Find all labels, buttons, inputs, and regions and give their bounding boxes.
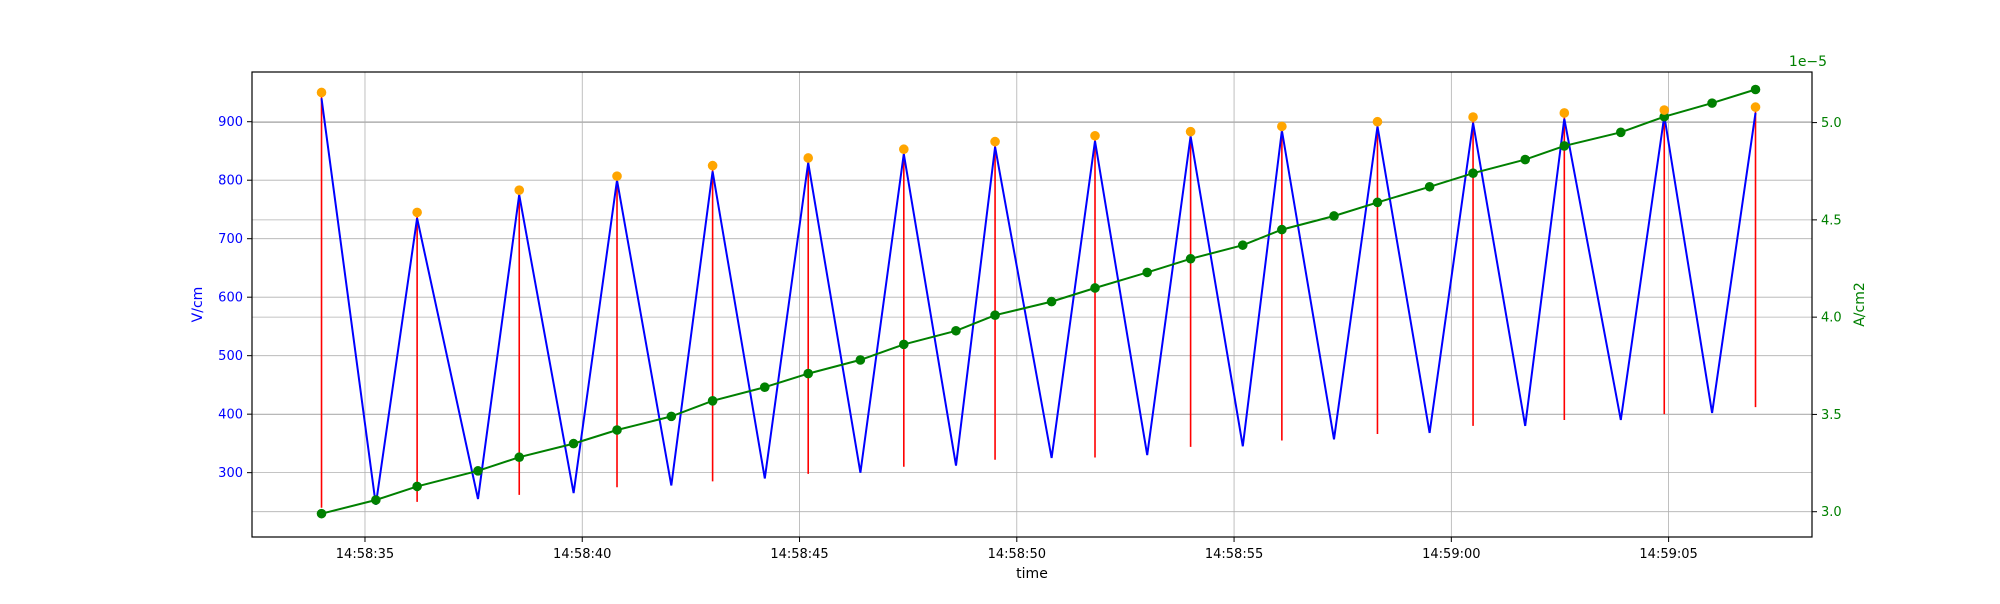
x-tick-label: 14:58:55: [1205, 547, 1263, 562]
series-line-vcm: [320, 98, 1757, 505]
x-tick-label: 14:58:35: [336, 547, 394, 562]
x-tick-label: 14:59:00: [1422, 547, 1480, 562]
peak-point: [514, 185, 525, 195]
peak-point: [1277, 121, 1287, 132]
y-axis-right-offset-label: 1e−5: [1789, 54, 1827, 70]
peak-point: [1090, 130, 1100, 141]
stems-layer: [320, 92, 1757, 508]
y-right-tick-label: 4.5: [1821, 213, 1842, 228]
plot-frame: [251, 71, 1813, 538]
x-tick-label: 14:59:05: [1639, 547, 1697, 562]
y-right-tick-label: 3.0: [1821, 505, 1842, 520]
series-point-acm2: [990, 310, 1000, 321]
peak-point: [1659, 105, 1670, 115]
series-point-acm2: [899, 339, 909, 350]
series-point-acm2: [1616, 127, 1626, 138]
x-tick-label: 14:58:40: [553, 547, 611, 562]
series-point-acm2: [1372, 197, 1383, 208]
y-left-tick-label: 800: [218, 174, 243, 189]
series-point-acm2: [1277, 224, 1287, 235]
peak-point: [612, 171, 622, 181]
y-right-tick-label: 3.5: [1821, 408, 1842, 423]
series-point-acm2: [514, 452, 525, 463]
series-point-acm2: [612, 425, 622, 435]
axes: 14:58:35 14:58:40 14:58:45 14:58:50 14:58:55…: [218, 115, 1842, 562]
peak-point: [803, 153, 814, 163]
series-point-acm2: [1185, 253, 1196, 264]
peak-point: [1750, 102, 1761, 112]
y-axis-left-label: V/cm: [190, 287, 206, 323]
peak-point: [412, 207, 422, 218]
peak-point: [1372, 116, 1383, 127]
y-left-tick-label: 400: [218, 408, 243, 423]
series-point-acm2: [666, 411, 677, 422]
series-point-acm2: [316, 508, 327, 519]
series-point-acm2: [855, 355, 866, 365]
series-point-acm2: [473, 466, 483, 476]
y-left-tick-label: 900: [218, 115, 243, 130]
series-point-acm2: [1142, 267, 1152, 278]
series-point-acm2: [1520, 154, 1531, 165]
series-point-acm2: [1750, 84, 1761, 95]
series-acm2-layer: [316, 84, 1761, 519]
x-tick-label: 14:58:45: [770, 547, 828, 562]
peak-point: [1185, 126, 1196, 137]
peak-point: [1559, 108, 1570, 118]
series-point-acm2: [1468, 168, 1478, 178]
series-point-acm2: [1424, 181, 1435, 192]
series-point-acm2: [1559, 141, 1570, 151]
series-point-acm2: [371, 495, 381, 505]
x-axis-label: time: [1016, 566, 1048, 582]
series-point-acm2: [568, 438, 579, 449]
series-point-acm2: [803, 368, 814, 379]
peak-point: [1468, 112, 1478, 122]
series-vcm-layer: [320, 98, 1757, 505]
y-left-tick-label: 700: [218, 232, 243, 247]
series-point-acm2: [1046, 296, 1057, 307]
series-point-acm2: [951, 325, 961, 336]
peak-point: [316, 87, 327, 98]
series-point-acm2: [707, 396, 718, 406]
peak-point: [707, 160, 718, 171]
y-left-tick-label: 300: [218, 466, 243, 481]
series-point-acm2: [1329, 211, 1339, 221]
y-axis-right-label: A/cm2: [1852, 282, 1868, 327]
series-point-acm2: [1707, 98, 1717, 108]
series-point-acm2: [1237, 240, 1248, 250]
y-left-tick-label: 600: [218, 291, 243, 306]
y-left-tick-label: 500: [218, 349, 243, 364]
x-tick-label: 14:58:50: [988, 547, 1046, 562]
peaks-layer: [316, 87, 1761, 218]
y-right-tick-label: 5.0: [1821, 116, 1842, 131]
y-right-tick-label: 4.0: [1821, 311, 1842, 326]
series-point-acm2: [1659, 111, 1670, 122]
series-point-acm2: [759, 382, 770, 392]
grid: [252, 72, 1812, 537]
peak-point: [899, 144, 909, 155]
series-point-acm2: [1090, 283, 1100, 293]
peak-point: [990, 136, 1000, 147]
series-point-acm2: [412, 481, 422, 492]
